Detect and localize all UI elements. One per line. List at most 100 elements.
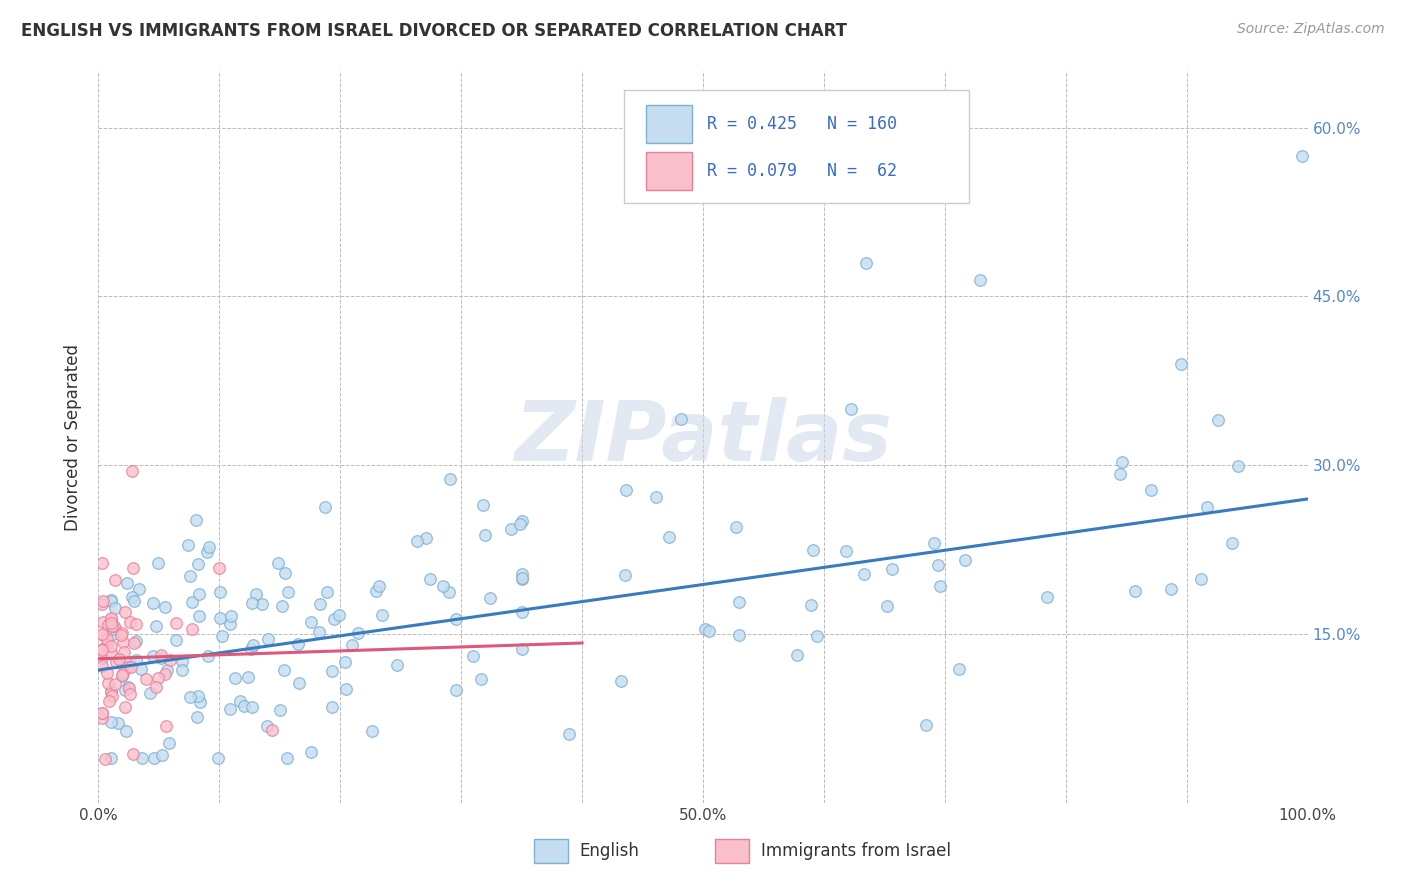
Point	[91, 627, 114, 641]
Point	[321, 665, 343, 679]
Point	[928, 579, 950, 593]
Point	[91, 615, 114, 629]
Point	[111, 666, 134, 681]
Point	[439, 472, 461, 486]
FancyBboxPatch shape	[647, 105, 692, 143]
Point	[100, 646, 122, 660]
Point	[614, 483, 637, 497]
Point	[209, 584, 232, 599]
Point	[135, 672, 157, 686]
Point	[915, 718, 938, 732]
Text: R = 0.425   N = 160: R = 0.425 N = 160	[707, 115, 897, 133]
Point	[91, 556, 114, 570]
Point	[179, 569, 201, 583]
Point	[124, 653, 146, 667]
Point	[91, 711, 114, 725]
Point	[179, 690, 201, 704]
Point	[252, 597, 274, 611]
Point	[671, 412, 693, 426]
Point	[221, 608, 243, 623]
Point	[104, 655, 127, 669]
Point	[91, 594, 114, 608]
Point	[1170, 357, 1192, 371]
Point	[208, 560, 231, 574]
Point	[91, 628, 114, 642]
Point	[953, 553, 976, 567]
Point	[187, 689, 209, 703]
Point	[117, 655, 139, 669]
Point	[470, 672, 492, 686]
Point	[100, 616, 122, 631]
Point	[117, 680, 139, 694]
Point	[728, 595, 751, 609]
Point	[100, 751, 122, 765]
Point	[335, 681, 357, 696]
Point	[100, 592, 122, 607]
Point	[801, 542, 824, 557]
Point	[229, 693, 252, 707]
Point	[91, 706, 114, 720]
Point	[146, 671, 169, 685]
Point	[432, 579, 454, 593]
Point	[1160, 582, 1182, 596]
Point	[125, 617, 148, 632]
Point	[124, 635, 146, 649]
Point	[839, 402, 862, 417]
Point	[257, 632, 280, 646]
Point	[142, 751, 165, 765]
Point	[150, 648, 173, 662]
Point	[276, 751, 298, 765]
Point	[314, 500, 336, 515]
Point	[472, 498, 495, 512]
Point	[347, 625, 370, 640]
Point	[786, 648, 808, 662]
Point	[1195, 500, 1218, 515]
Point	[104, 622, 127, 636]
Point	[114, 699, 136, 714]
Text: English: English	[579, 842, 640, 860]
Point	[131, 751, 153, 765]
Point	[274, 566, 297, 580]
Point	[97, 617, 120, 632]
Point	[128, 582, 150, 596]
Point	[117, 681, 139, 696]
Point	[156, 664, 179, 678]
Point	[1227, 458, 1250, 473]
Point	[219, 617, 242, 632]
Point	[315, 585, 337, 599]
Point	[197, 649, 219, 664]
Point	[658, 530, 681, 544]
Point	[96, 632, 118, 646]
Point	[806, 629, 828, 643]
Point	[645, 490, 668, 504]
Point	[876, 599, 898, 614]
Text: R = 0.079   N =  62: R = 0.079 N = 62	[707, 161, 897, 180]
Point	[308, 624, 330, 639]
Point	[510, 566, 533, 581]
Point	[121, 464, 143, 478]
Point	[153, 667, 176, 681]
Point	[139, 686, 162, 700]
Point	[1111, 455, 1133, 469]
Point	[103, 619, 125, 633]
Point	[110, 667, 132, 681]
FancyBboxPatch shape	[624, 90, 969, 203]
Point	[172, 654, 194, 668]
Point	[405, 534, 427, 549]
Point	[120, 687, 142, 701]
Point	[299, 745, 322, 759]
Point	[111, 626, 134, 640]
Point	[181, 595, 204, 609]
Point	[287, 637, 309, 651]
Point	[799, 598, 821, 612]
Point	[333, 655, 356, 669]
Point	[479, 591, 502, 605]
Text: ZIPatlas: ZIPatlas	[515, 397, 891, 477]
Point	[91, 643, 114, 657]
Point	[236, 670, 259, 684]
Point	[269, 703, 291, 717]
Point	[100, 715, 122, 730]
Point	[328, 607, 350, 622]
Text: ENGLISH VS IMMIGRANTS FROM ISRAEL DIVORCED OR SEPARATED CORRELATION CHART: ENGLISH VS IMMIGRANTS FROM ISRAEL DIVORC…	[21, 22, 846, 40]
Point	[101, 619, 124, 633]
